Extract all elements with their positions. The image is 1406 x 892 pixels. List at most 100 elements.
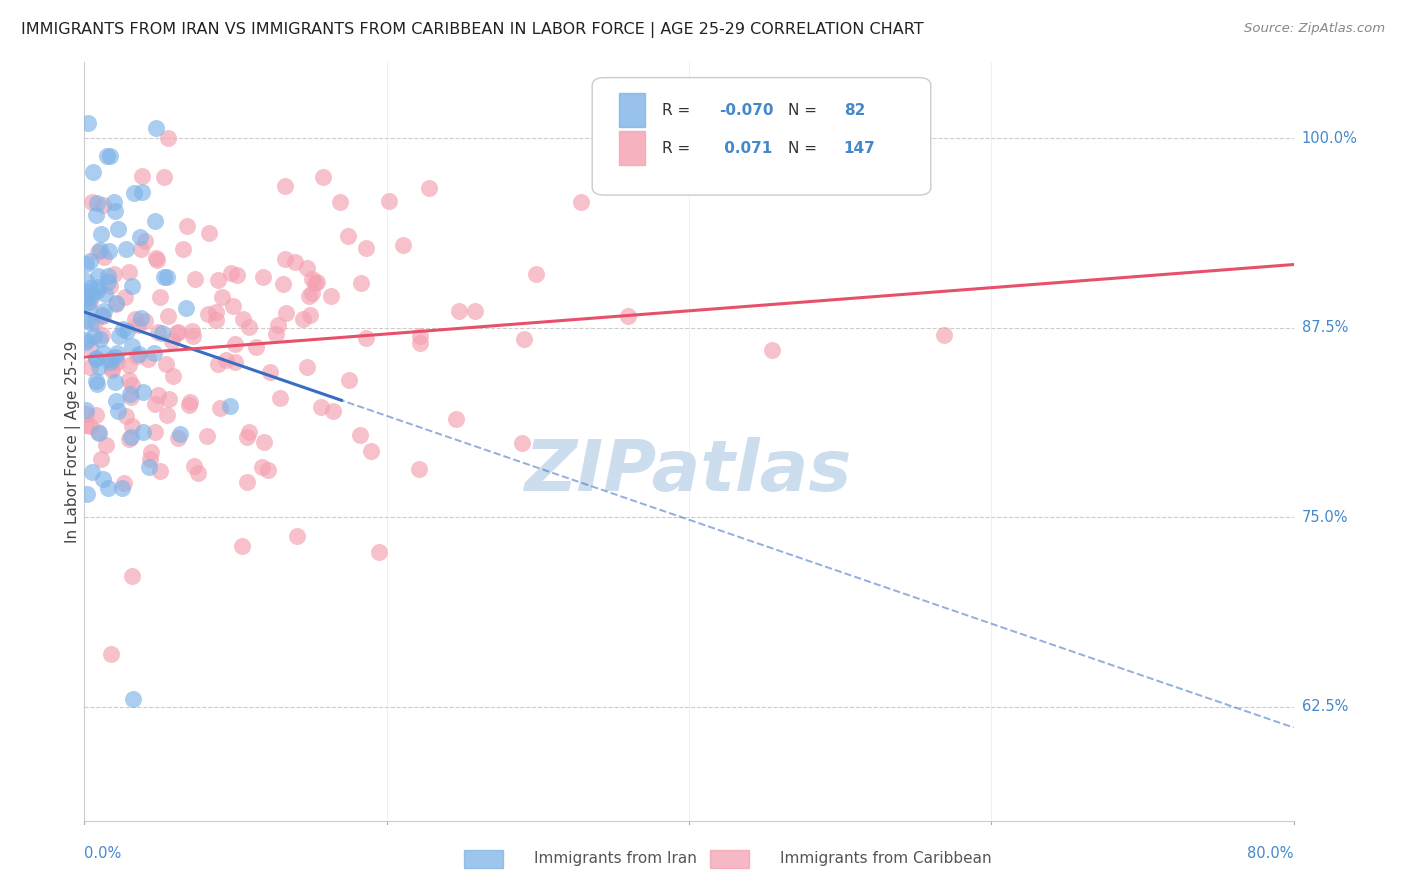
Point xyxy=(87,359,110,374)
Point xyxy=(408,336,430,351)
Point xyxy=(134,314,156,328)
Point xyxy=(224,355,246,369)
Text: 87.5%: 87.5% xyxy=(1302,320,1348,335)
Point xyxy=(117,373,139,387)
Point xyxy=(125,349,148,363)
Point xyxy=(84,208,107,222)
Point xyxy=(337,229,360,244)
FancyBboxPatch shape xyxy=(592,78,931,195)
Point xyxy=(292,312,315,326)
Point xyxy=(83,315,105,329)
Point xyxy=(264,327,287,342)
Point xyxy=(138,459,160,474)
Point xyxy=(115,324,138,338)
Point xyxy=(319,289,342,303)
Point xyxy=(97,276,120,290)
Point xyxy=(76,313,98,327)
Point xyxy=(91,472,114,486)
Point xyxy=(86,284,108,298)
Point xyxy=(162,368,184,383)
Point xyxy=(129,242,152,256)
Point xyxy=(392,238,415,252)
Point xyxy=(252,270,274,285)
Point xyxy=(207,273,229,287)
Point xyxy=(131,169,153,184)
Point xyxy=(104,204,127,219)
Point xyxy=(97,481,120,495)
Point xyxy=(408,462,430,476)
Point xyxy=(377,194,399,208)
Text: IMMIGRANTS FROM IRAN VS IMMIGRANTS FROM CARIBBEAN IN LABOR FORCE | AGE 25-29 COR: IMMIGRANTS FROM IRAN VS IMMIGRANTS FROM … xyxy=(21,22,924,38)
Point xyxy=(276,306,298,320)
Point xyxy=(274,179,297,194)
Point xyxy=(304,276,326,290)
Point xyxy=(409,329,432,343)
Point xyxy=(134,234,156,248)
Point xyxy=(77,116,100,130)
Point xyxy=(111,322,134,336)
Point xyxy=(184,272,207,286)
Point xyxy=(131,425,153,440)
Point xyxy=(114,409,136,424)
Point xyxy=(97,244,120,258)
Text: R =: R = xyxy=(662,103,696,118)
Point xyxy=(75,418,97,433)
Point xyxy=(82,165,104,179)
Point xyxy=(156,270,179,285)
Point xyxy=(84,351,107,365)
Point xyxy=(301,272,323,286)
Point xyxy=(120,430,142,444)
Point xyxy=(105,393,128,408)
Point xyxy=(173,242,195,256)
Point xyxy=(90,227,112,242)
Point xyxy=(205,304,228,318)
Point xyxy=(297,261,319,276)
Point xyxy=(112,475,135,490)
Point xyxy=(153,269,176,284)
Point xyxy=(464,303,486,318)
Point xyxy=(569,194,592,209)
Point xyxy=(235,430,257,444)
Point xyxy=(120,390,142,404)
Point xyxy=(124,312,146,326)
Point xyxy=(80,287,103,301)
Text: -0.070: -0.070 xyxy=(720,103,773,118)
Point xyxy=(259,365,281,379)
Point xyxy=(105,297,128,311)
Point xyxy=(87,269,110,284)
Point xyxy=(127,318,149,332)
Point xyxy=(169,426,191,441)
Point xyxy=(257,463,280,477)
Point xyxy=(104,296,127,310)
Point xyxy=(183,459,205,474)
Point xyxy=(238,319,260,334)
Point xyxy=(232,312,254,326)
Text: Immigrants from Caribbean: Immigrants from Caribbean xyxy=(780,851,993,865)
Point xyxy=(301,285,323,300)
Point xyxy=(114,289,136,303)
Point xyxy=(360,444,382,458)
Point xyxy=(98,279,121,293)
Point xyxy=(329,195,352,210)
Point xyxy=(510,436,533,450)
Point xyxy=(166,431,188,445)
Point xyxy=(207,357,229,371)
Point xyxy=(111,481,134,495)
Point xyxy=(86,377,108,392)
Point xyxy=(79,254,101,268)
Point xyxy=(157,392,180,406)
Point xyxy=(139,445,162,459)
Point xyxy=(75,257,97,271)
Text: 62.5%: 62.5% xyxy=(1302,699,1348,714)
Point xyxy=(100,351,122,366)
Point xyxy=(337,373,360,387)
Point xyxy=(118,265,141,279)
Point xyxy=(219,399,242,413)
Point xyxy=(75,402,97,417)
Point xyxy=(108,329,131,343)
Point xyxy=(145,252,167,267)
Point xyxy=(104,350,127,364)
Point xyxy=(238,425,260,439)
Point xyxy=(418,181,440,195)
Point xyxy=(100,647,122,661)
